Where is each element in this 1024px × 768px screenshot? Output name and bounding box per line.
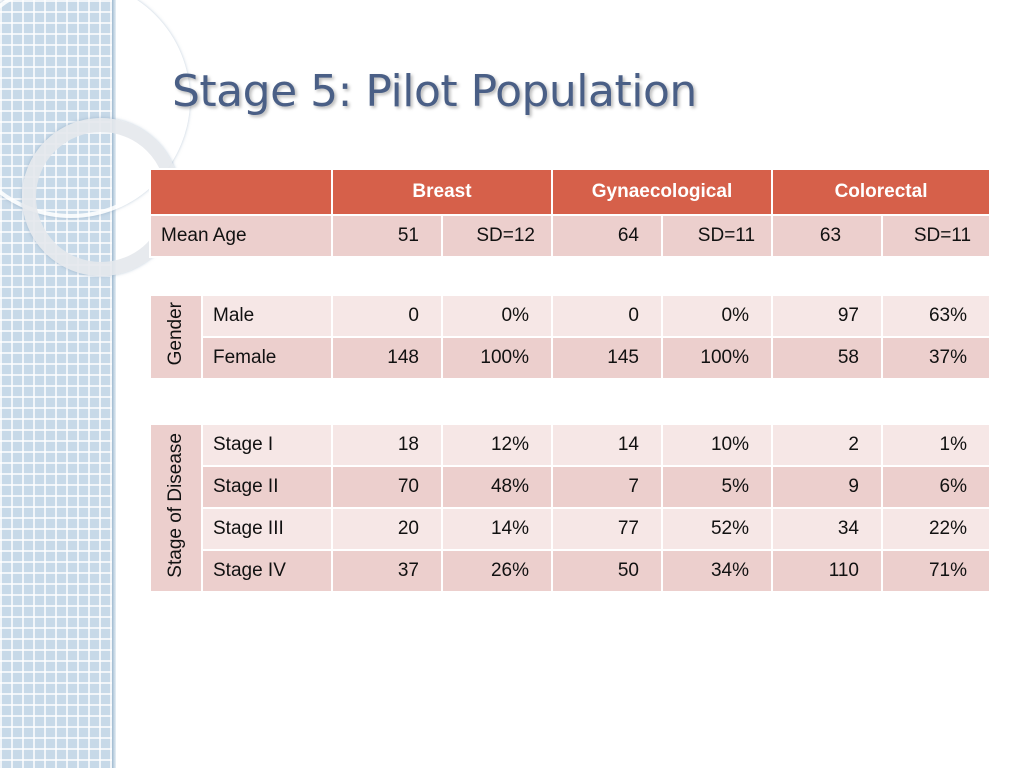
cell: 10% xyxy=(661,423,773,467)
cell: 100% xyxy=(441,336,553,380)
cell: 148 xyxy=(331,336,443,380)
cell: 1% xyxy=(881,423,991,467)
cell: 145 xyxy=(551,336,663,380)
gender-group-cell: Gender xyxy=(149,294,203,380)
cell: 14 xyxy=(551,423,663,467)
cell: 58 xyxy=(771,336,883,380)
row-label: Stage II xyxy=(201,465,333,509)
table-row: Stage II 70 48% 7 5% 9 6% xyxy=(150,465,991,509)
cell: 97 xyxy=(771,294,883,338)
cell: 7 xyxy=(551,465,663,509)
cell: 50 xyxy=(551,549,663,593)
cell: 12% xyxy=(441,423,553,467)
row-label: Mean Age xyxy=(149,214,333,258)
header-corner xyxy=(149,168,333,216)
stage-group-cell: Stage of Disease xyxy=(149,423,203,593)
table-row: Stage IV 37 26% 50 34% 110 71% xyxy=(150,549,991,593)
cell: 63% xyxy=(881,294,991,338)
table-row: Stage of Disease Stage I 18 12% 14 10% 2… xyxy=(149,423,991,593)
cell: 9 xyxy=(771,465,883,509)
cell: SD=12 xyxy=(441,214,553,258)
cell: 34 xyxy=(771,507,883,551)
cell: 64 xyxy=(551,214,663,258)
row-label: Female xyxy=(201,336,333,380)
stage-table: Stage of Disease Stage I 18 12% 14 10% 2… xyxy=(149,423,991,593)
cell: 18 xyxy=(331,423,443,467)
header-breast: Breast xyxy=(331,168,553,216)
cell: 71% xyxy=(881,549,991,593)
table-row: Stage III 20 14% 77 52% 34 22% xyxy=(150,507,991,551)
cell: 34% xyxy=(661,549,773,593)
gender-table: Gender Male 0 0% 0 0% 97 63% Female 148 … xyxy=(149,294,991,380)
row-label: Stage IV xyxy=(201,549,333,593)
strip-edge xyxy=(112,0,116,768)
cell: 0 xyxy=(551,294,663,338)
cell: 5% xyxy=(661,465,773,509)
cell: SD=11 xyxy=(660,214,774,258)
cell: 2 xyxy=(771,423,883,467)
group-label: Stage of Disease xyxy=(165,432,186,578)
cell: 0 xyxy=(331,294,443,338)
cell: 37% xyxy=(881,336,991,380)
cell: 22% xyxy=(881,507,991,551)
row-label: Male xyxy=(201,294,333,338)
cell: 77 xyxy=(551,507,663,551)
table-header-row: Breast Gynaecological Colorectal xyxy=(149,168,992,216)
table-row: Gender Male 0 0% 0 0% 97 63% xyxy=(149,294,991,380)
cell: 14% xyxy=(441,507,553,551)
cell: 0% xyxy=(661,294,773,338)
cell: 0% xyxy=(441,294,553,338)
cell: 70 xyxy=(331,465,443,509)
mean-age-row: Mean Age 51 SD=12 64 SD=11 63 SD=11 xyxy=(149,214,992,258)
cell: 63 xyxy=(771,214,884,258)
cell: 51 xyxy=(331,214,443,258)
cell: 26% xyxy=(441,549,553,593)
header-gynaecological: Gynaecological xyxy=(550,168,774,216)
cell: 100% xyxy=(661,336,773,380)
table-row: Female 148 100% 145 100% 58 37% xyxy=(150,336,991,380)
cell: SD=11 xyxy=(881,214,992,258)
cell: 48% xyxy=(441,465,553,509)
slide-title: Stage 5: Pilot Population xyxy=(172,66,697,117)
mean-age-table: Breast Gynaecological Colorectal Mean Ag… xyxy=(149,168,992,258)
group-label: Gender xyxy=(165,302,186,366)
cell: 6% xyxy=(881,465,991,509)
cell: 52% xyxy=(661,507,773,551)
row-label: Stage III xyxy=(201,507,333,551)
cell: 110 xyxy=(771,549,883,593)
cell: 20 xyxy=(331,507,443,551)
row-label: Stage I xyxy=(201,423,333,467)
header-colorectal: Colorectal xyxy=(771,168,992,216)
cell: 37 xyxy=(331,549,443,593)
